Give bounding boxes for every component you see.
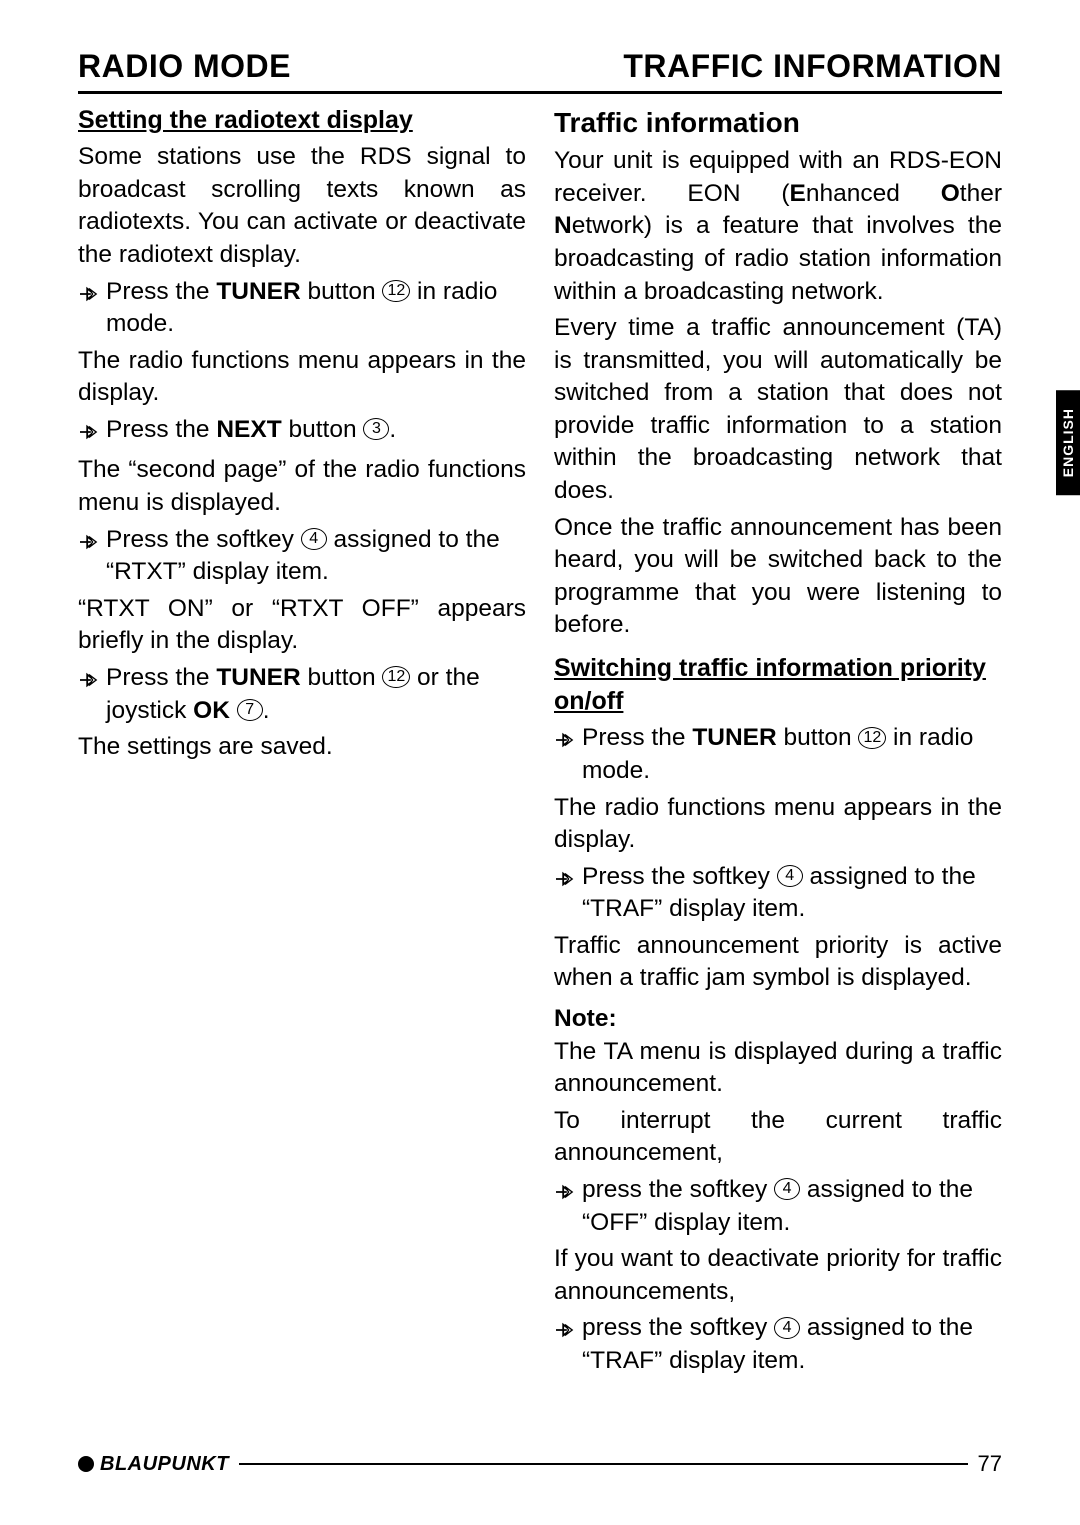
right-p7: To interrupt the current traffic announc… bbox=[554, 1105, 1002, 1170]
left-subhead: Setting the radiotext display bbox=[78, 104, 526, 137]
note-heading: Note: bbox=[554, 1003, 1002, 1036]
brand-logo: BLAUPUNKT bbox=[78, 1453, 229, 1476]
page-header: RADIO MODE TRAFFIC INFORMATION bbox=[78, 48, 1002, 94]
left-p1: Some stations use the RDS signal to broa… bbox=[78, 141, 526, 271]
right-step-2: Press the softkey 4 assigned to the “TRA… bbox=[554, 861, 1002, 926]
right-p5: Traffic announcement priority is active … bbox=[554, 930, 1002, 995]
right-step-1: Press the TUNER button 12 in radio mode. bbox=[554, 722, 1002, 787]
page-footer: BLAUPUNKT 77 bbox=[78, 1451, 1002, 1477]
page-number: 77 bbox=[978, 1451, 1002, 1477]
left-step-2: Press the NEXT button 3. bbox=[78, 414, 526, 451]
step-arrow-icon bbox=[78, 528, 106, 561]
circled-ref: 12 bbox=[858, 727, 886, 749]
left-step-1: Press the TUNER button 12 in radio mode. bbox=[78, 276, 526, 341]
right-p1: Your unit is equipped with an RDS-EON re… bbox=[554, 145, 1002, 308]
step-arrow-icon bbox=[78, 280, 106, 313]
brand-dot-icon bbox=[78, 1456, 94, 1472]
step-arrow-icon bbox=[554, 1316, 582, 1349]
left-step-4: Press the TUNER button 12 or the joystic… bbox=[78, 662, 526, 727]
footer-divider bbox=[239, 1463, 968, 1465]
right-step-3: press the softkey 4 assigned to the “OFF… bbox=[554, 1174, 1002, 1239]
circled-ref: 4 bbox=[777, 865, 803, 887]
right-p4: The radio functions menu appears in the … bbox=[554, 792, 1002, 857]
step-arrow-icon bbox=[78, 418, 106, 451]
left-column: Setting the radiotext display Some stati… bbox=[78, 104, 526, 1381]
left-p4: “RTXT ON” or “RTXT OFF” appears briefly … bbox=[78, 593, 526, 658]
header-right: TRAFFIC INFORMATION bbox=[623, 48, 1002, 85]
header-left: RADIO MODE bbox=[78, 48, 291, 85]
circled-ref: 12 bbox=[382, 280, 410, 302]
left-step-3: Press the softkey 4 assigned to the “RTX… bbox=[78, 524, 526, 589]
step-text: Press the softkey 4 assigned to the “RTX… bbox=[106, 524, 526, 589]
step-text: Press the TUNER button 12 in radio mode. bbox=[582, 722, 1002, 787]
step-text: Press the TUNER button 12 in radio mode. bbox=[106, 276, 526, 341]
left-p3: The “second page” of the radio functions… bbox=[78, 454, 526, 519]
step-text: Press the TUNER button 12 or the joystic… bbox=[106, 662, 526, 727]
content-columns: Setting the radiotext display Some stati… bbox=[78, 104, 1002, 1381]
right-p3: Once the traffic announcement has been h… bbox=[554, 512, 1002, 642]
step-arrow-icon bbox=[78, 666, 106, 699]
right-p8: If you want to deactivate priority for t… bbox=[554, 1243, 1002, 1308]
circled-ref: 4 bbox=[301, 528, 327, 550]
step-text: press the softkey 4 assigned to the “TRA… bbox=[582, 1312, 1002, 1377]
step-arrow-icon bbox=[554, 1178, 582, 1211]
left-p2: The radio functions menu appears in the … bbox=[78, 345, 526, 410]
circled-ref: 3 bbox=[363, 418, 389, 440]
step-arrow-icon bbox=[554, 726, 582, 759]
left-p5: The settings are saved. bbox=[78, 731, 526, 764]
language-tab: ENGLISH bbox=[1056, 390, 1080, 495]
step-text: Press the NEXT button 3. bbox=[106, 414, 526, 447]
right-subhead: Switching traffic information priority o… bbox=[554, 652, 1002, 719]
right-title: Traffic information bbox=[554, 104, 1002, 141]
step-text: press the softkey 4 assigned to the “OFF… bbox=[582, 1174, 1002, 1239]
step-arrow-icon bbox=[554, 865, 582, 898]
right-p6: The TA menu is displayed during a traffi… bbox=[554, 1036, 1002, 1101]
step-text: Press the softkey 4 assigned to the “TRA… bbox=[582, 861, 1002, 926]
circled-ref: 4 bbox=[774, 1317, 800, 1339]
circled-ref: 4 bbox=[774, 1178, 800, 1200]
brand-text: BLAUPUNKT bbox=[100, 1453, 229, 1476]
circled-ref: 7 bbox=[237, 699, 263, 721]
right-p2: Every time a traffic announcement (TA) i… bbox=[554, 312, 1002, 507]
circled-ref: 12 bbox=[382, 666, 410, 688]
right-step-4: press the softkey 4 assigned to the “TRA… bbox=[554, 1312, 1002, 1377]
right-column: Traffic information Your unit is equippe… bbox=[554, 104, 1002, 1381]
